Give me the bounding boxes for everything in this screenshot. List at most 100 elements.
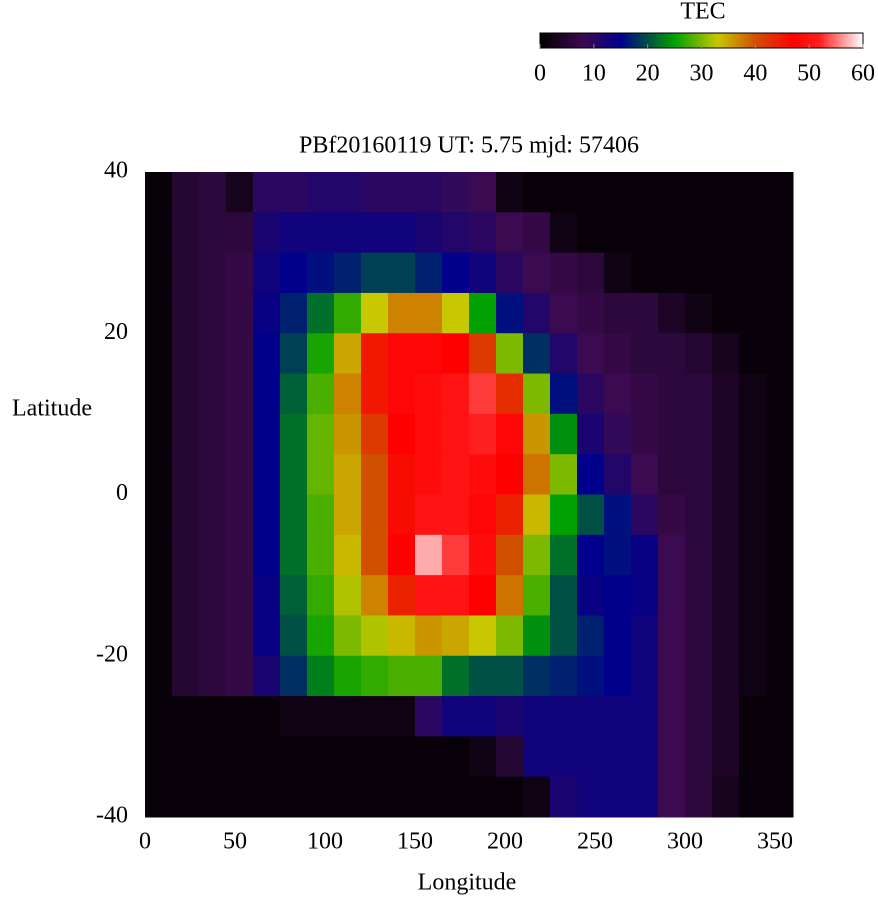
- heatmap-cell: [604, 776, 632, 818]
- heatmap-cell: [388, 776, 416, 818]
- heatmap-cell: [280, 494, 308, 536]
- heatmap-cell: [199, 575, 227, 616]
- heatmap-cell: [523, 534, 551, 576]
- heatmap-cell: [334, 655, 362, 697]
- heatmap-cell: [280, 252, 308, 294]
- heatmap-cell: [307, 333, 335, 375]
- heatmap-cell: [415, 252, 443, 294]
- heatmap-cell: [442, 575, 470, 616]
- heatmap-cell: [496, 212, 524, 254]
- heatmap-cell: [496, 655, 524, 697]
- heatmap-cell: [739, 776, 767, 818]
- heatmap-cell: [712, 413, 740, 455]
- heatmap-cell: [253, 696, 281, 737]
- heatmap-cell: [361, 736, 389, 778]
- heatmap-cell: [712, 776, 740, 818]
- heatmap-cell: [172, 736, 200, 778]
- heatmap-cell: [253, 172, 281, 213]
- heatmap-cell: [226, 252, 254, 294]
- heatmap-cell: [766, 655, 794, 697]
- colorbar-tick-label: 50: [797, 61, 821, 87]
- heatmap-cell: [388, 615, 416, 657]
- heatmap-cell: [739, 655, 767, 697]
- colorbar-tick-label: 30: [690, 61, 714, 87]
- heatmap-cell: [280, 413, 308, 455]
- heatmap-cell: [631, 494, 659, 536]
- heatmap-cell: [226, 212, 254, 254]
- heatmap-cell: [226, 413, 254, 455]
- heatmap-cell: [739, 494, 767, 536]
- heatmap-cell: [199, 172, 227, 213]
- heatmap-cell: [496, 575, 524, 616]
- heatmap-cell: [334, 373, 362, 415]
- heatmap-cell: [388, 373, 416, 415]
- x-tick-label: 0: [139, 829, 151, 855]
- heatmap-cell: [658, 292, 686, 334]
- heatmap-cell: [550, 172, 578, 213]
- heatmap-cell: [280, 292, 308, 334]
- heatmap-cell: [280, 736, 308, 778]
- heatmap-cell: [226, 373, 254, 415]
- heatmap-cell: [442, 534, 470, 576]
- heatmap-cell: [739, 575, 767, 616]
- heatmap-cell: [523, 454, 551, 495]
- heatmap-cell: [604, 373, 632, 415]
- heatmap-cell: [739, 373, 767, 415]
- heatmap-cell: [577, 534, 605, 576]
- heatmap-cell: [307, 172, 335, 213]
- heatmap-cell: [550, 575, 578, 616]
- heatmap-cell: [739, 696, 767, 737]
- heatmap-cell: [145, 212, 173, 254]
- heatmap-cell: [226, 292, 254, 334]
- x-tick-label: 200: [487, 829, 523, 855]
- heatmap-cell: [631, 373, 659, 415]
- y-tick-label: 20: [104, 319, 128, 345]
- heatmap-cell: [523, 413, 551, 455]
- heatmap-cell: [766, 172, 794, 213]
- heatmap-cell: [226, 736, 254, 778]
- heatmap-cell: [604, 454, 632, 495]
- heatmap-cell: [766, 736, 794, 778]
- heatmap-cell: [766, 534, 794, 576]
- heatmap-cell: [172, 575, 200, 616]
- heatmap-cell: [307, 736, 335, 778]
- heatmap-cell: [172, 615, 200, 657]
- heatmap-cell: [199, 776, 227, 818]
- heatmap-cell: [685, 413, 713, 455]
- heatmap-cell: [577, 776, 605, 818]
- heatmap-cell: [685, 655, 713, 697]
- heatmap-cell: [523, 655, 551, 697]
- heatmap-cell: [361, 494, 389, 536]
- heatmap-cell: [496, 494, 524, 536]
- heatmap-cell: [766, 454, 794, 495]
- heatmap-cell: [172, 172, 200, 213]
- heatmap-cell: [442, 252, 470, 294]
- heatmap-cell: [415, 736, 443, 778]
- heatmap-cell: [280, 212, 308, 254]
- heatmap-cell: [469, 776, 497, 818]
- chart-title: PBf20160119 UT: 5.75 mjd: 57406: [299, 133, 639, 159]
- heatmap-cell: [550, 413, 578, 455]
- heatmap-cell: [253, 333, 281, 375]
- heatmap-cell: [658, 575, 686, 616]
- heatmap-cell: [199, 212, 227, 254]
- heatmap-cell: [307, 494, 335, 536]
- heatmap-cell: [307, 292, 335, 334]
- heatmap-cell: [712, 696, 740, 737]
- heatmap-cell: [712, 292, 740, 334]
- heatmap-cell: [577, 454, 605, 495]
- heatmap-cell: [604, 494, 632, 536]
- heatmap-cell: [226, 696, 254, 737]
- heatmap-cell: [253, 373, 281, 415]
- heatmap-cell: [604, 413, 632, 455]
- y-tick-label: -20: [96, 641, 128, 667]
- heatmap-cell: [199, 615, 227, 657]
- heatmap-cell: [577, 413, 605, 455]
- heatmap-cell: [631, 454, 659, 495]
- heatmap-cell: [442, 172, 470, 213]
- colorbar-tick-label: 60: [851, 61, 875, 87]
- heatmap-cell: [199, 333, 227, 375]
- heatmap-cell: [631, 413, 659, 455]
- heatmap-cell: [550, 292, 578, 334]
- heatmap-cell: [388, 212, 416, 254]
